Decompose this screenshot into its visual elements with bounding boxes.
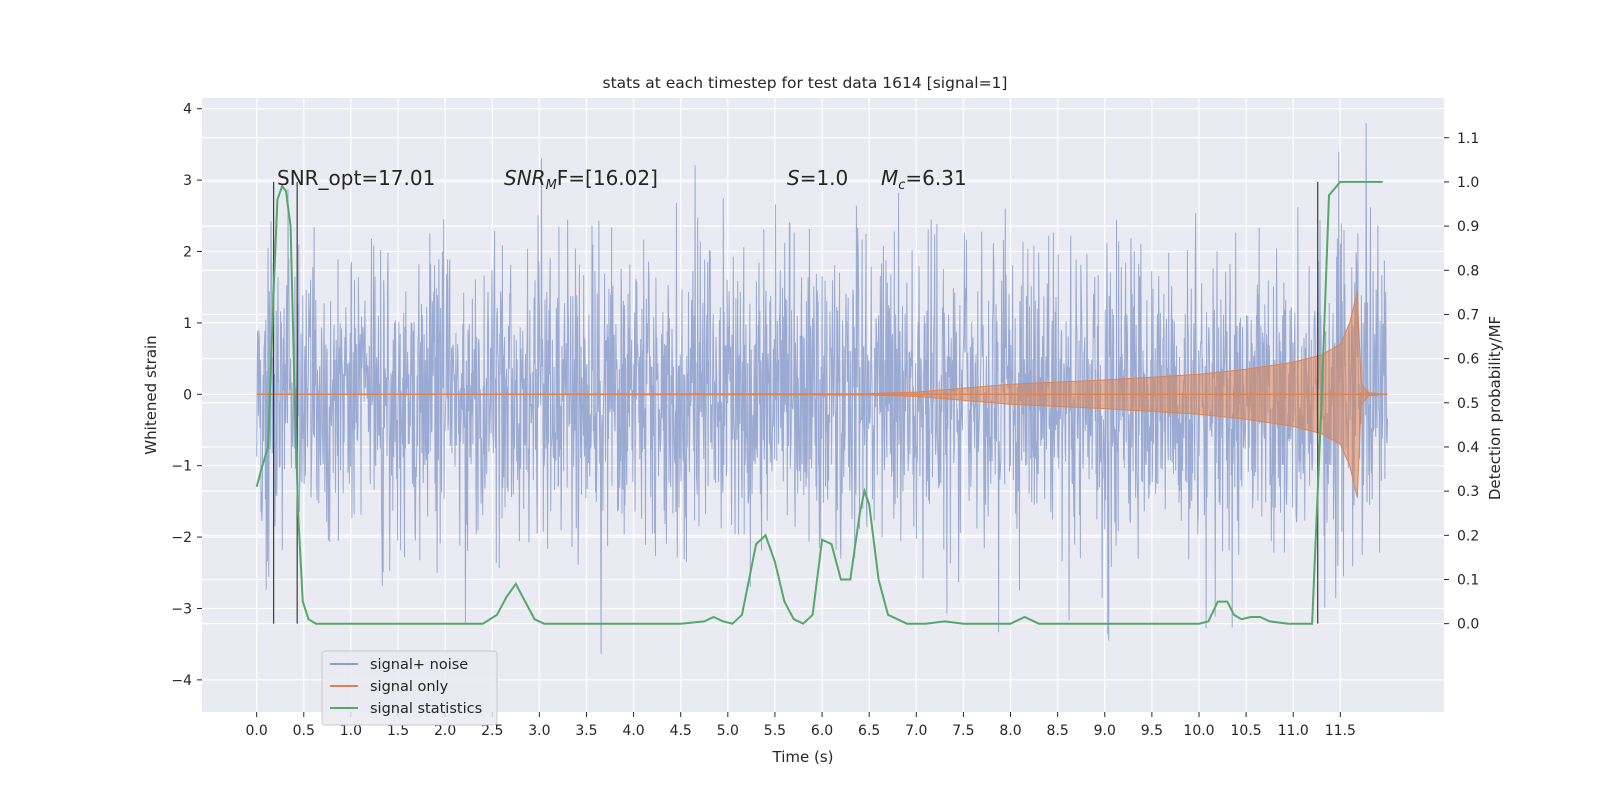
y-tick-label: 2 (183, 245, 192, 261)
legend-label-signal-noise: signal+ noise (370, 657, 468, 673)
y-axis-label: Whitened strain (142, 335, 160, 454)
annotation-s: S=1.0 (787, 166, 848, 190)
annotation-snr-mf: SNRMF=[16.02] (504, 166, 658, 193)
x-tick-label: 8.5 (1047, 723, 1069, 739)
annotation-snr-opt: SNR_opt=17.01 (277, 166, 435, 190)
signal-noise-line (256, 122, 1388, 654)
y2-tick-label: 0.6 (1457, 352, 1479, 368)
x-tick-label: 11.5 (1325, 723, 1356, 739)
x-tick-label: 9.5 (1141, 723, 1163, 739)
x-tick-label: 1.5 (387, 723, 409, 739)
x-tick-label: 6.5 (858, 723, 880, 739)
y2-axis-ticks: 0.0 0.1 0.2 0.3 0.4 0.5 0.6 0.7 0.8 0.9 1.0 1.1 (1444, 131, 1479, 633)
y-tick-label: −1 (171, 459, 192, 475)
y-axis-ticks: −4 −3 −2 −1 0 1 2 3 4 (171, 102, 202, 689)
y2-tick-label: 0.0 (1457, 617, 1479, 633)
x-tick-label: 10.0 (1183, 723, 1214, 739)
mc-sub: c (898, 178, 905, 193)
x-tick-label: 4.5 (670, 723, 692, 739)
x-tick-label: 11.0 (1278, 723, 1309, 739)
x-tick-label: 1.0 (340, 723, 362, 739)
x-tick-label: 9.0 (1094, 723, 1116, 739)
s-label: S (787, 166, 800, 190)
y2-tick-label: 0.5 (1457, 396, 1479, 412)
x-tick-label: 0.5 (293, 723, 315, 739)
y2-tick-label: 0.7 (1457, 307, 1479, 323)
x-tick-label: 7.5 (952, 723, 974, 739)
y-tick-label: 0 (183, 387, 192, 403)
x-tick-label: 3.0 (528, 723, 550, 739)
chart-title: stats at each timestep for test data 161… (603, 74, 1008, 92)
y-tick-label: 3 (183, 173, 192, 189)
annotation-mc: Mc=6.31 (881, 166, 967, 193)
x-tick-label: 0.0 (246, 723, 268, 739)
y2-tick-label: 0.2 (1457, 528, 1479, 544)
series-signal-statistics (255, 180, 1383, 625)
x-tick-label: 5.5 (764, 723, 786, 739)
x-tick-label: 5.0 (717, 723, 739, 739)
legend: signal+ noise signal only signal statist… (321, 650, 498, 726)
s-value: =1.0 (800, 166, 849, 190)
snr-mf-label: SNR (504, 166, 546, 190)
x-tick-label: 2.0 (434, 723, 456, 739)
legend-box (321, 650, 498, 726)
series-signal-only (256, 290, 1388, 498)
snr-mf-value: F=[16.02] (557, 166, 658, 190)
vertical-markers (273, 181, 1319, 624)
y2-tick-label: 0.4 (1457, 440, 1479, 456)
x-tick-label: 6.0 (811, 723, 833, 739)
y2-tick-label: 1.0 (1457, 175, 1479, 191)
y2-tick-label: 0.9 (1457, 219, 1479, 235)
x-tick-label: 3.5 (575, 723, 597, 739)
snr-mf-sub: M (546, 178, 557, 193)
signal-statistics-line (255, 180, 1383, 625)
y2-tick-label: 0.8 (1457, 263, 1479, 279)
x-axis-ticks: 0.0 0.5 1.0 1.5 2.0 2.5 3.0 3.5 4.0 4.5 5.0 5.5 6.0 6… (246, 712, 1356, 739)
legend-label-signal-statistics: signal statistics (370, 701, 482, 717)
mc-label: M (881, 166, 898, 190)
y-tick-label: −2 (171, 530, 192, 546)
x-tick-label: 7.0 (905, 723, 927, 739)
y-tick-label: 1 (183, 316, 192, 332)
y2-tick-label: 1.1 (1457, 131, 1479, 147)
y2-tick-label: 0.3 (1457, 484, 1479, 500)
legend-label-signal-only: signal only (370, 679, 449, 695)
y-tick-label: 4 (183, 102, 192, 118)
mc-value: =6.31 (905, 166, 966, 190)
x-tick-label: 10.5 (1231, 723, 1262, 739)
y2-tick-label: 0.1 (1457, 572, 1479, 588)
x-tick-label: 4.0 (622, 723, 644, 739)
series-signal-plus-noise (256, 122, 1388, 654)
y2-axis-label: Detection probability/MF (1486, 316, 1504, 500)
y-tick-label: −4 (171, 673, 192, 689)
x-tick-label: 8.0 (999, 723, 1021, 739)
x-axis-label: Time (s) (772, 748, 834, 766)
annotations: SNR_opt=17.01 SNRMF=[16.02] S=1.0 Mc=6.3… (277, 166, 967, 193)
y-tick-label: −3 (171, 601, 192, 617)
x-tick-label: 2.5 (481, 723, 503, 739)
